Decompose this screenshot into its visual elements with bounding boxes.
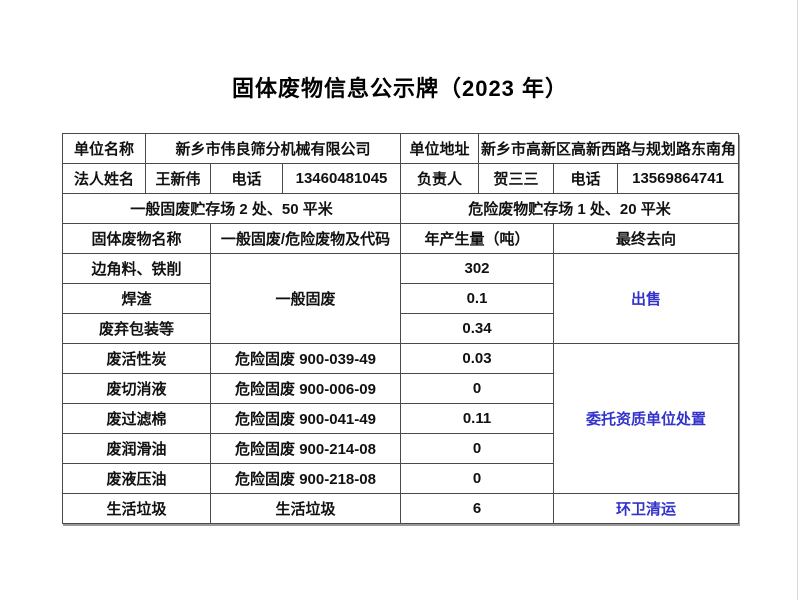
unit-address-label-cell: 单位地址 bbox=[400, 133, 479, 164]
header-annual-amount-cell: 年产生量（吨） bbox=[400, 223, 554, 254]
page-title: 固体废物信息公示牌（2023 年） bbox=[231, 76, 569, 101]
manager-value-cell: 贺三三 bbox=[478, 163, 554, 194]
waste-amount-cell: 6 bbox=[400, 493, 554, 524]
table-row: 边角料、铁削 一般固废 302 出售 bbox=[62, 253, 739, 344]
hazardous-destination-cell: 委托资质单位处置 bbox=[553, 343, 739, 494]
table-row: 废润滑油 危险固废 900-214-08 0 bbox=[62, 433, 739, 464]
waste-type-code-cell: 危险固废 900-214-08 bbox=[210, 433, 401, 464]
table-row: 一般固废贮存场 2 处、50 平米 危险废物贮存场 1 处、20 平米 bbox=[62, 193, 739, 224]
waste-name-cell: 废液压油 bbox=[62, 463, 211, 494]
screenshot-edge-line bbox=[797, 0, 798, 600]
waste-type-code-cell: 危险固废 900-218-08 bbox=[210, 463, 401, 494]
general-storage-cell: 一般固废贮存场 2 处、50 平米 bbox=[62, 193, 401, 224]
table-row: 焊渣 0.1 bbox=[62, 283, 739, 314]
solid-waste-notice-table: 单位名称 新乡市伟良筛分机械有限公司 单位地址 新乡市高新区高新西路与规划路东南… bbox=[62, 133, 739, 524]
table-row: 废活性炭 危险固废 900-039-49 0.03 委托资质单位处置 bbox=[62, 343, 739, 494]
waste-name-cell: 废活性炭 bbox=[62, 343, 211, 374]
legal-person-label-cell: 法人姓名 bbox=[62, 163, 146, 194]
waste-name-cell: 废弃包装等 bbox=[62, 313, 211, 344]
waste-amount-cell: 0.03 bbox=[400, 343, 554, 374]
waste-amount-cell: 302 bbox=[400, 253, 554, 284]
table-row: 单位名称 新乡市伟良筛分机械有限公司 单位地址 新乡市高新区高新西路与规划路东南… bbox=[62, 133, 739, 164]
table-row: 废切消液 危险固废 900-006-09 0 bbox=[62, 373, 739, 404]
table-row: 法人姓名 王新伟 电话 13460481045 负责人 贺三三 电话 13569… bbox=[62, 163, 739, 194]
waste-name-cell: 废过滤棉 bbox=[62, 403, 211, 434]
header-waste-name-cell: 固体废物名称 bbox=[62, 223, 211, 254]
hazardous-storage-cell: 危险废物贮存场 1 处、20 平米 bbox=[400, 193, 739, 224]
general-type-code-cell: 一般固废 bbox=[210, 253, 401, 344]
waste-name-cell: 边角料、铁削 bbox=[62, 253, 211, 284]
waste-type-code-cell: 生活垃圾 bbox=[210, 493, 401, 524]
table-row: 生活垃圾 生活垃圾 6 环卫清运 bbox=[62, 493, 739, 524]
table-header-row: 固体废物名称 一般固废/危险废物及代码 年产生量（吨） 最终去向 bbox=[62, 223, 739, 254]
waste-type-code-cell: 危险固废 900-006-09 bbox=[210, 373, 401, 404]
table-row: 废过滤棉 危险固废 900-041-49 0.11 bbox=[62, 403, 739, 434]
waste-name-cell: 焊渣 bbox=[62, 283, 211, 314]
manager-phone-value-cell: 13569864741 bbox=[617, 163, 739, 194]
table-row: 废弃包装等 0.34 bbox=[62, 313, 739, 344]
legal-person-value-cell: 王新伟 bbox=[145, 163, 211, 194]
manager-label-cell: 负责人 bbox=[400, 163, 479, 194]
unit-address-value-cell: 新乡市高新区高新西路与规划路东南角 bbox=[478, 133, 739, 164]
unit-name-value-cell: 新乡市伟良筛分机械有限公司 bbox=[145, 133, 401, 164]
waste-name-cell: 生活垃圾 bbox=[62, 493, 211, 524]
table-row: 废液压油 危险固废 900-218-08 0 bbox=[62, 463, 739, 494]
waste-amount-cell: 0 bbox=[400, 433, 554, 464]
manager-phone-label-cell: 电话 bbox=[553, 163, 618, 194]
header-type-code-cell: 一般固废/危险废物及代码 bbox=[210, 223, 401, 254]
waste-name-cell: 废润滑油 bbox=[62, 433, 211, 464]
waste-type-code-cell: 危险固废 900-039-49 bbox=[210, 343, 401, 374]
general-destination-cell: 出售 bbox=[553, 253, 739, 344]
waste-name-cell: 废切消液 bbox=[62, 373, 211, 404]
legal-phone-value-cell: 13460481045 bbox=[282, 163, 401, 194]
waste-amount-cell: 0 bbox=[400, 373, 554, 404]
waste-type-code-cell: 危险固废 900-041-49 bbox=[210, 403, 401, 434]
domestic-destination-cell: 环卫清运 bbox=[553, 493, 739, 524]
legal-phone-label-cell: 电话 bbox=[210, 163, 283, 194]
waste-amount-cell: 0.1 bbox=[400, 283, 554, 314]
header-destination-cell: 最终去向 bbox=[553, 223, 739, 254]
waste-amount-cell: 0 bbox=[400, 463, 554, 494]
waste-amount-cell: 0.11 bbox=[400, 403, 554, 434]
waste-amount-cell: 0.34 bbox=[400, 313, 554, 344]
unit-name-label-cell: 单位名称 bbox=[62, 133, 146, 164]
